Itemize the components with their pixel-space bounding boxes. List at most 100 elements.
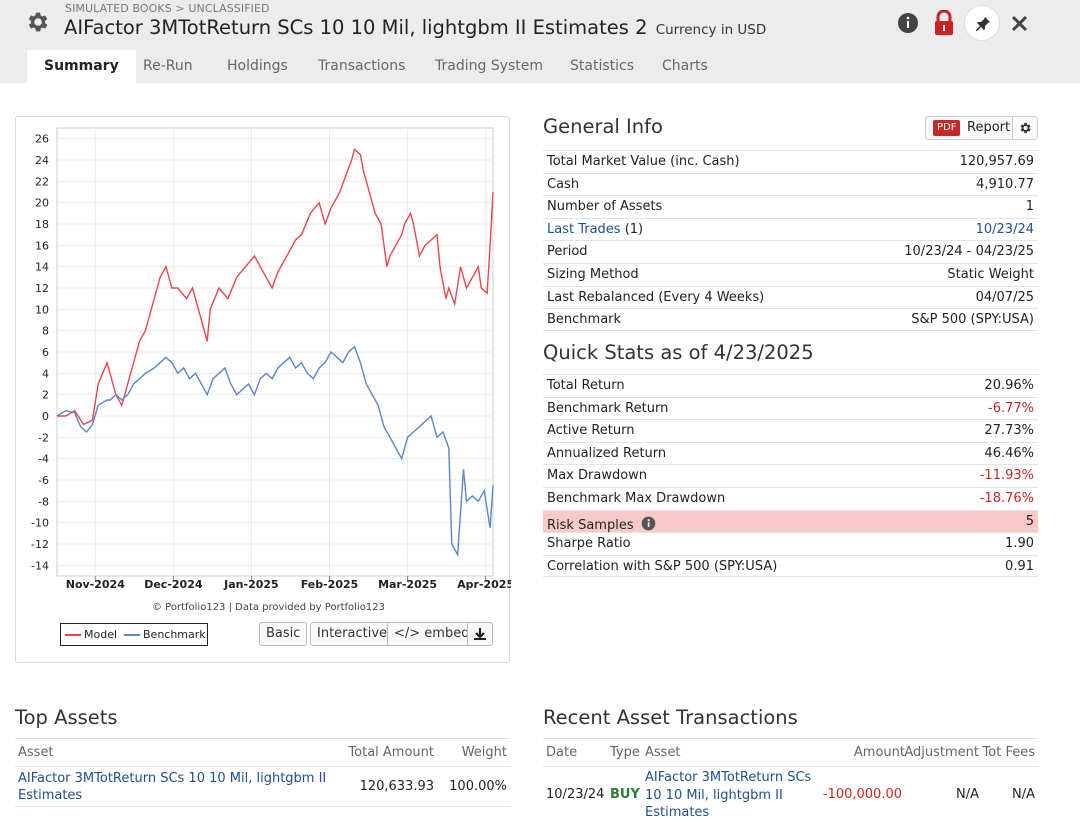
interactive-button[interactable]: Interactive [310,622,395,646]
stat-value: 20.96% [984,378,1034,393]
col-date[interactable]: Date [546,745,578,760]
y-tick-label: 16 [35,239,49,252]
quick-stats-table: Total Return 20.96% Benchmark Return -6.77… [543,374,1038,578]
pin-icon [976,17,990,31]
y-tick-label: 18 [35,218,49,231]
general-info-table: Total Market Value (inc. Cash) 120,957.69… [543,150,1038,331]
col-amount[interactable]: Amount [853,745,905,760]
x-tick-label: Dec-2024 [144,578,203,591]
asset-weight: 100.00% [449,779,507,794]
y-tick-label: 24 [35,154,49,167]
info-row-last-trades: Last Trades (1) 10/23/24 [543,217,1038,241]
tx-date: 10/23/24 [546,787,605,802]
tab-bar: Summary Re-Run Holdings Transactions Tra… [0,50,1080,83]
risk-samples-info-icon[interactable] [641,516,656,531]
col-adjustment[interactable]: Adjustment [904,745,979,760]
download-button[interactable] [467,622,493,646]
stat-row-sharpe-ratio: Sharpe Ratio 1.90 [543,532,1038,555]
info-label: Cash [547,176,580,192]
basic-button[interactable]: Basic [259,622,308,646]
quick-stats-heading: Quick Stats as of 4/23/2025 [543,341,814,364]
y-tick-label: -6 [38,474,49,487]
y-tick-label: 4 [42,367,49,380]
table-row: 10/23/24 BUY AIFactor 3MTotReturn SCs 10… [543,766,1038,820]
y-tick-label: 10 [35,303,49,316]
asset-link[interactable]: AIFactor 3MTotReturn SCs 10 10 Mil, ligh… [18,771,327,803]
table-row: AIFactor 3MTotReturn SCs 10 10 Mil, ligh… [15,766,510,807]
tab-trading-system[interactable]: Trading System [435,58,544,74]
top-assets-table: Asset Total Amount Weight AIFactor 3MTot… [15,738,510,807]
info-row-number-of-assets: Number of Assets 1 [543,195,1038,218]
chart-credit: © Portfolio123 | Data provided by Portfo… [152,602,385,613]
stat-row-benchmark-return: Benchmark Return -6.77% [543,396,1038,420]
stat-value: 46.46% [984,445,1034,461]
pdf-badge: PDF [933,120,961,136]
currency-label: Currency in USD [655,22,767,38]
y-tick-label: -14 [31,559,49,572]
x-tick-label: Jan-2025 [223,578,279,591]
last-trades-link[interactable]: Last Trades [547,221,621,237]
info-value: Static Weight [947,266,1034,282]
breadcrumb[interactable]: SIMULATED BOOKS > UNCLASSIFIED [65,2,270,15]
stat-row-annualized-return: Annualized Return 46.46% [543,441,1038,465]
stat-label: Annualized Return [547,445,667,461]
tx-adjustment: N/A [956,787,979,802]
tx-asset-link[interactable]: AIFactor 3MTotReturn SCs 10 10 Mil, ligh… [645,770,812,820]
info-row-period: Period 10/23/24 - 04/23/25 [543,240,1038,263]
tab-summary[interactable]: Summary [27,50,136,83]
col-type[interactable]: Type [610,745,640,760]
model-series-line [57,148,494,426]
header: SIMULATED BOOKS > UNCLASSIFIED AIFactor … [0,0,1080,50]
col-asset[interactable]: Asset [645,745,681,760]
pin-button[interactable] [964,5,1000,41]
top-assets-heading: Top Assets [15,706,118,729]
stat-value: -18.76% [979,490,1034,506]
tab-holdings[interactable]: Holdings [227,58,288,74]
info-row-sizing-method: Sizing Method Static Weight [543,262,1038,286]
col-total-amount[interactable]: Total Amount [348,745,434,760]
report-button[interactable]: PDF Report [925,116,1038,140]
y-tick-label: -4 [38,453,49,466]
benchmark-series-line [56,345,494,558]
info-value: 4,910.77 [976,176,1034,192]
tab-transactions[interactable]: Transactions [318,58,406,74]
tab-rerun[interactable]: Re-Run [143,58,193,74]
stat-label: Correlation with S&P 500 (SPY:USA) [547,558,778,574]
stat-label: Max Drawdown [547,468,648,484]
stat-row-risk-samples: Risk Samples 5 [543,509,1038,533]
y-tick-label: 8 [42,325,49,338]
y-tick-label: 2 [42,389,49,402]
recent-transactions-table: Date Type Asset Amount Adjustment Tot Fe… [543,738,1038,820]
info-label: Total Market Value (inc. Cash) [547,154,740,169]
y-tick-label: 12 [35,282,49,295]
close-icon[interactable] [1011,15,1028,32]
embed-button[interactable]: </> embed [387,622,477,646]
y-tick-label: 22 [35,175,49,188]
info-label: Period [547,244,588,260]
stat-value: 27.73% [984,423,1034,439]
info-label: Number of Assets [547,199,663,215]
gear-icon[interactable] [24,9,50,35]
last-trades-cell: Last Trades (1) [547,222,643,237]
tab-charts[interactable]: Charts [662,58,708,74]
report-settings-gear-icon[interactable] [1018,121,1032,135]
col-weight[interactable]: Weight [461,745,507,760]
col-tot-fees[interactable]: Tot Fees [982,745,1035,760]
info-icon[interactable] [897,12,919,34]
info-value: 1 [1025,199,1034,215]
stat-value: 0.91 [1005,558,1034,574]
performance-chart[interactable]: 26242220181614121086420-2-4-6-8-10-12-14… [16,117,511,617]
y-tick-label: -12 [31,538,49,551]
tx-type: BUY [610,787,640,802]
legend-model-label: Model [84,628,118,641]
tab-statistics[interactable]: Statistics [570,58,634,74]
info-row-cash: Cash 4,910.77 [543,172,1038,196]
col-asset[interactable]: Asset [18,745,54,760]
chart-legend[interactable]: Model Benchmark [60,623,208,646]
stat-row-benchmark-max-drawdown: Benchmark Max Drawdown -18.76% [543,486,1038,510]
last-trades-date-link[interactable]: 10/23/24 [975,221,1034,237]
lock-icon[interactable] [933,10,955,36]
asset-amount: 120,633.93 [359,779,434,794]
y-tick-label: -8 [38,495,49,508]
last-trades-count: (1) [624,221,644,237]
